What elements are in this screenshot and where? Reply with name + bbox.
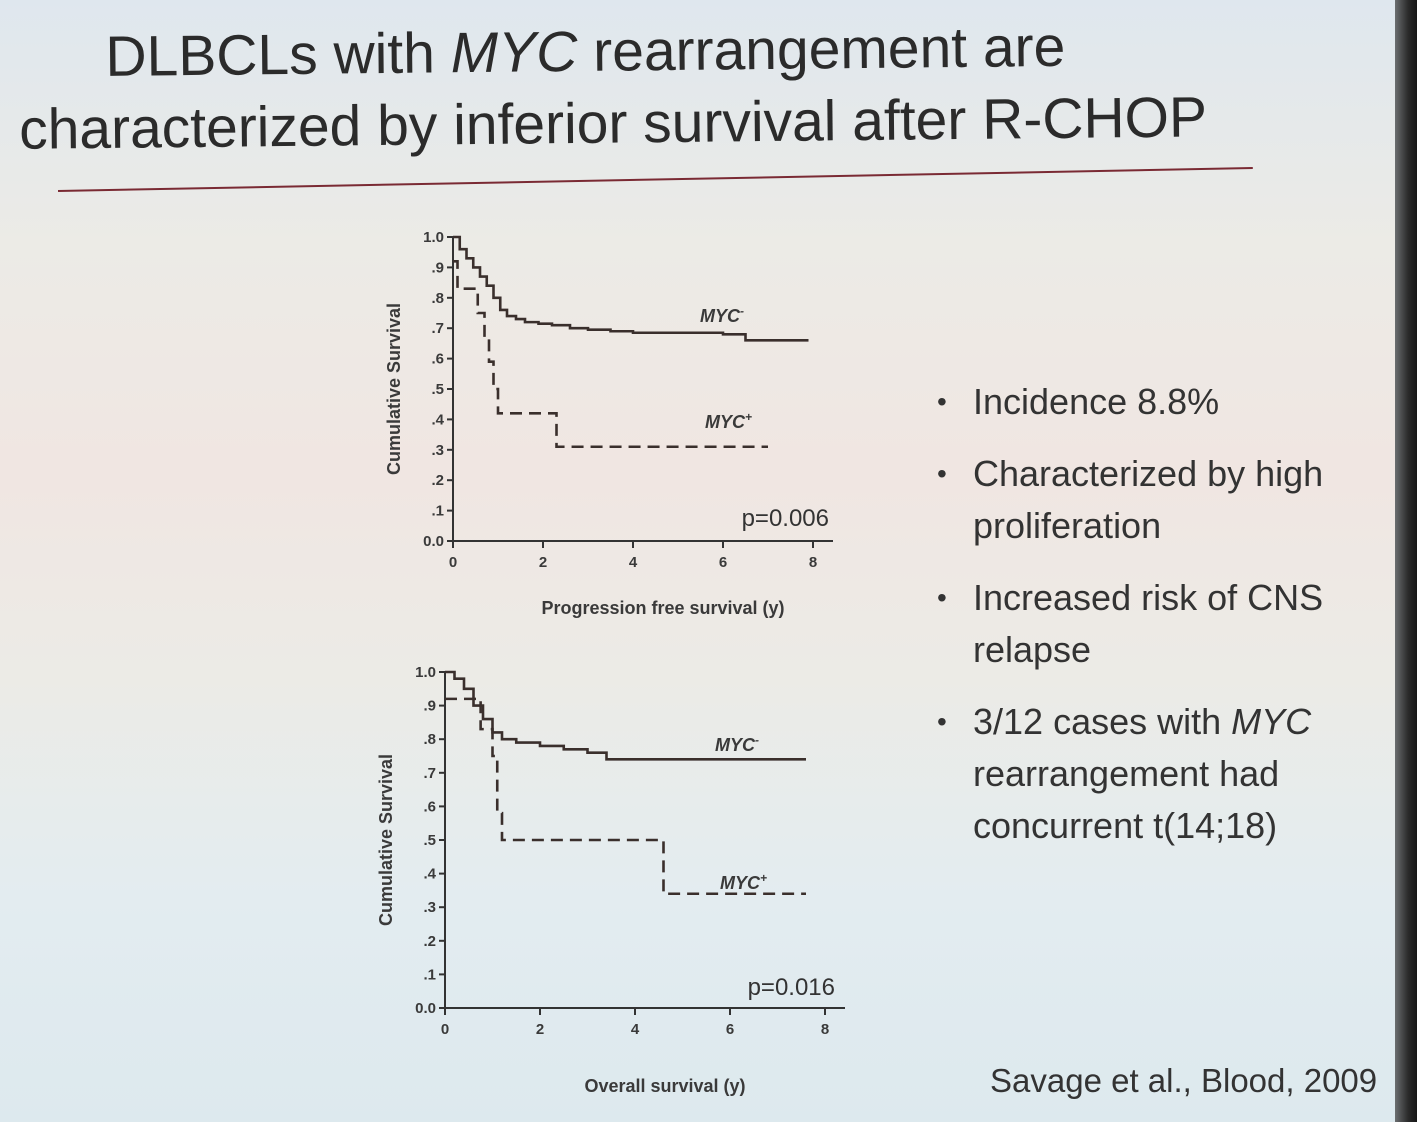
y-tick-label: .6 [431, 351, 444, 368]
y-tick-label: .7 [431, 320, 444, 337]
bullet-dot-icon: • [937, 386, 947, 417]
citation: Savage et al., Blood, 2009 [990, 1062, 1378, 1099]
slide-title: DLBCLs with MYC rearrangement are charac… [0, 8, 1291, 166]
y-tick-label: .7 [423, 765, 436, 782]
bullet-dot-icon: • [937, 582, 947, 613]
y-tick-label: 1.0 [415, 664, 436, 681]
screen-edge [1395, 0, 1417, 1122]
x-tick-label: 6 [719, 554, 727, 571]
x-tick-label: 4 [631, 1021, 640, 1038]
bullet-item: • Increased risk of CNS relapse [933, 572, 1403, 676]
p-value-annotation: p=0.016 [748, 974, 835, 1001]
y-tick-label: .4 [431, 411, 444, 428]
series-line-myc-pos [445, 697, 806, 896]
x-tick-label: 8 [809, 554, 817, 571]
y-tick-label: .5 [431, 381, 444, 398]
y-tick-label: .4 [423, 866, 436, 883]
series-line-myc-neg [453, 235, 809, 342]
bullet-item: • 3/12 cases with MYC rearrangement had c… [933, 696, 1403, 852]
y-tick-label: .9 [423, 698, 436, 715]
bullet-item: • Incidence 8.8% [933, 376, 1403, 428]
x-tick-label: 0 [449, 554, 457, 571]
os-chart: 0.0 .1 .2 .3 .4 .5 .6 .7 .8 .9 1.0 0 2 4 6 8 Cumulative … [376, 664, 845, 1096]
y-tick-label: .3 [423, 899, 436, 916]
x-tick-label: 8 [821, 1021, 829, 1038]
title-line-2: characterized by inferior survival after… [18, 85, 1208, 162]
axis-lines [452, 237, 833, 542]
x-tick-label: 4 [629, 554, 638, 571]
title-divider [58, 167, 1253, 192]
bullet-dot-icon: • [937, 458, 947, 489]
y-axis-title: Cumulative Survival [384, 303, 404, 475]
series-label: MYC- [715, 733, 759, 755]
y-tick-label: .3 [431, 442, 444, 459]
y-tick-label: .8 [423, 731, 436, 748]
x-tick-label: 6 [726, 1021, 734, 1038]
y-tick-label: .9 [431, 259, 444, 276]
bullet-item: • Characterized by high proliferation [933, 448, 1403, 552]
x-axis-title: Progression free survival (y) [541, 598, 784, 618]
series-label: MYC+ [705, 410, 752, 432]
y-axis-title: Cumulative Survival [376, 754, 396, 926]
y-tick-label: .2 [423, 933, 436, 950]
y-tick-label: 0.0 [423, 533, 444, 550]
y-tick-label: 1.0 [423, 229, 444, 246]
x-axis-title: Overall survival (y) [584, 1076, 745, 1096]
y-tick-label: 0.0 [415, 1000, 436, 1017]
x-tick-label: 0 [441, 1021, 449, 1038]
title-line-1: DLBCLs with MYC rearrangement are [105, 14, 1066, 89]
y-tick-label: .2 [431, 472, 444, 489]
series-label: MYC+ [720, 871, 767, 893]
series-line-myc-neg [445, 670, 806, 761]
p-value-annotation: p=0.006 [742, 505, 829, 532]
y-tick-label: .1 [431, 503, 444, 520]
y-tick-label: .8 [431, 290, 444, 307]
series-line-myc-pos [453, 260, 768, 449]
series-label: MYC- [700, 304, 744, 326]
x-tick-label: 2 [539, 554, 547, 571]
y-tick-label: .1 [423, 966, 436, 983]
pfs-chart: 0.0 .1 .2 .3 .4 .5 .6 .7 .8 .9 1.0 0 2 4 6 8 Cumulative … [384, 229, 833, 618]
y-tick-label: .6 [423, 798, 436, 815]
y-tick-label: .5 [423, 832, 436, 849]
x-tick-label: 2 [536, 1021, 544, 1038]
bullet-dot-icon: • [937, 706, 947, 737]
bullet-list: • Incidence 8.8% • Characterized by high p… [893, 376, 1403, 872]
